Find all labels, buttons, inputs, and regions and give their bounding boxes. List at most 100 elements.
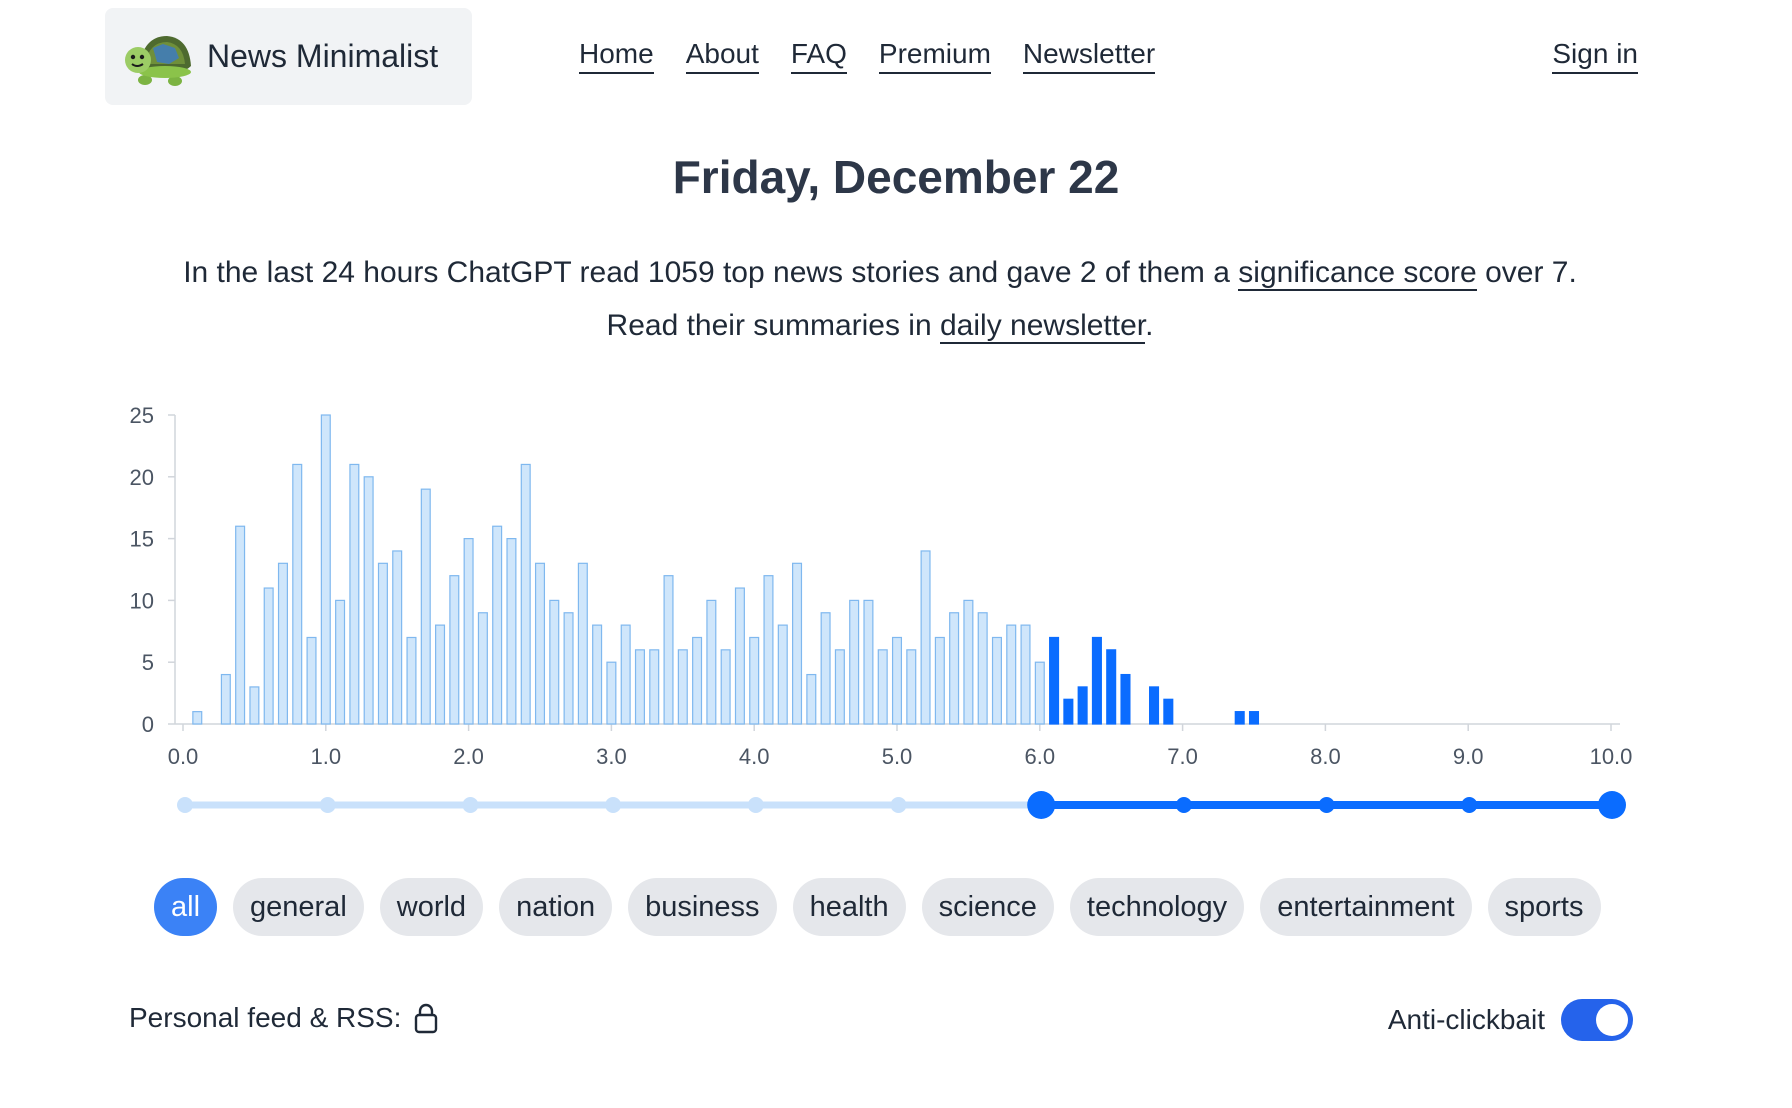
personal-feed: Personal feed & RSS: bbox=[129, 1002, 439, 1034]
anti-clickbait: Anti-clickbait bbox=[1388, 999, 1633, 1041]
histogram-bar bbox=[963, 599, 974, 725]
histogram-bar bbox=[734, 587, 745, 725]
histogram-bar bbox=[749, 636, 760, 725]
slider-step-dot bbox=[605, 797, 622, 813]
lock-icon[interactable] bbox=[413, 1002, 439, 1034]
nav-newsletter-link[interactable]: Newsletter bbox=[1022, 38, 1156, 75]
category-general[interactable]: general bbox=[233, 878, 364, 936]
histogram-bar bbox=[891, 636, 903, 725]
y-tick-label: 10 bbox=[130, 588, 154, 613]
histogram-bar-highlighted bbox=[1234, 711, 1245, 725]
histogram-bar bbox=[477, 612, 488, 725]
y-tick-label: 15 bbox=[130, 527, 154, 552]
slider-step-dot bbox=[890, 797, 907, 813]
histogram-bar bbox=[877, 649, 888, 725]
category-technology[interactable]: technology bbox=[1069, 878, 1245, 936]
y-tick-label: 0 bbox=[142, 712, 154, 737]
histogram-bar bbox=[777, 624, 788, 725]
summary-line-2: Read their summaries in daily newsletter… bbox=[60, 299, 1700, 352]
histogram-bar bbox=[249, 686, 260, 725]
x-tick-label: 7.0 bbox=[1167, 744, 1198, 769]
histogram-bar bbox=[634, 649, 645, 725]
significance-histogram: 0 5 10 15 20 25 0.0 1.0 2.0 3.0 4.0 5.0 6.0 7.0 8.0 9.0… bbox=[130, 403, 1633, 769]
histogram-bar bbox=[192, 711, 203, 725]
histogram-bar bbox=[720, 649, 731, 725]
summary-text: In the last 24 hours ChatGPT read 1059 t… bbox=[60, 246, 1700, 352]
sign-in-link[interactable]: Sign in bbox=[1552, 38, 1638, 75]
page-title: Friday, December 22 bbox=[672, 151, 1120, 203]
y-tick-label: 5 bbox=[142, 650, 154, 675]
histogram-bar bbox=[977, 612, 988, 725]
daily-newsletter-link[interactable]: daily newsletter bbox=[940, 309, 1146, 344]
histogram-bar bbox=[563, 612, 574, 725]
histogram-bar bbox=[549, 599, 560, 725]
histogram-bar bbox=[806, 673, 817, 725]
slider-step-dot bbox=[319, 797, 336, 813]
histogram-bar bbox=[534, 562, 546, 725]
category-science[interactable]: science bbox=[921, 878, 1054, 936]
histogram-bar-highlighted bbox=[1063, 698, 1074, 725]
histogram-bar bbox=[277, 562, 288, 725]
histogram-bar-highlighted bbox=[1049, 636, 1060, 725]
x-tick-label: 3.0 bbox=[596, 744, 627, 769]
histogram-bar bbox=[792, 562, 803, 725]
histogram-bar bbox=[463, 538, 474, 725]
slider-handle-max[interactable] bbox=[1598, 791, 1626, 819]
nav-faq-link[interactable]: FAQ bbox=[790, 38, 847, 75]
histogram-bar bbox=[320, 414, 331, 725]
histogram-bar bbox=[677, 649, 688, 725]
category-filter: all general world nation business health scien… bbox=[154, 878, 1601, 936]
summary-line-1-suffix: over 7. bbox=[1476, 256, 1577, 289]
slider-handle-min[interactable] bbox=[1027, 791, 1056, 819]
histogram-bar bbox=[1006, 624, 1017, 725]
histogram-bar bbox=[577, 562, 588, 725]
histogram-bar bbox=[420, 488, 431, 725]
category-all[interactable]: all bbox=[154, 878, 218, 936]
turtle-icon bbox=[125, 35, 191, 86]
histogram-bar bbox=[520, 463, 531, 725]
histogram-bar bbox=[949, 612, 960, 725]
histogram-bar bbox=[1034, 661, 1045, 725]
histogram-bar bbox=[435, 624, 446, 725]
histogram-bar bbox=[991, 636, 1002, 725]
x-tick-label: 1.0 bbox=[311, 744, 342, 769]
category-sports[interactable]: sports bbox=[1487, 878, 1601, 936]
histogram-bar bbox=[449, 575, 460, 725]
toggle-knob bbox=[1596, 1004, 1628, 1036]
x-tick-label: 5.0 bbox=[882, 744, 913, 769]
slider-step-dot bbox=[1461, 797, 1478, 813]
histogram-bar bbox=[292, 463, 303, 725]
anti-clickbait-toggle[interactable] bbox=[1561, 999, 1633, 1041]
category-business[interactable]: business bbox=[628, 878, 777, 936]
x-tick-label: 10.0 bbox=[1590, 744, 1633, 769]
histogram-bar bbox=[934, 636, 945, 725]
x-tick-label: 0.0 bbox=[168, 744, 199, 769]
histogram-bar-highlighted bbox=[1163, 698, 1174, 725]
histogram-bar bbox=[663, 575, 674, 725]
brand-logo-link[interactable]: News Minimalist bbox=[105, 8, 472, 105]
histogram-bar bbox=[406, 636, 417, 725]
histogram-bar bbox=[606, 661, 617, 725]
histogram-bar bbox=[235, 525, 246, 725]
histogram-bar bbox=[920, 550, 931, 725]
nav-about-link[interactable]: About bbox=[685, 38, 759, 75]
histogram-bar bbox=[1020, 624, 1031, 725]
category-world[interactable]: world bbox=[379, 878, 484, 936]
category-entertainment[interactable]: entertainment bbox=[1260, 878, 1472, 936]
histogram-bar bbox=[349, 463, 360, 725]
significance-score-link[interactable]: significance score bbox=[1238, 256, 1477, 291]
slider-step-dot bbox=[177, 797, 193, 813]
histogram-bar bbox=[363, 476, 374, 725]
main-nav: Home About FAQ Premium Newsletter bbox=[579, 38, 1156, 75]
histogram-bar bbox=[220, 673, 231, 725]
histogram-bar bbox=[506, 538, 517, 725]
category-nation[interactable]: nation bbox=[499, 878, 613, 936]
slider-step-dot bbox=[1318, 797, 1335, 813]
score-range-slider[interactable] bbox=[0, 780, 1792, 830]
nav-home-link[interactable]: Home bbox=[579, 38, 654, 75]
nav-premium-link[interactable]: Premium bbox=[878, 38, 991, 75]
histogram-bar-highlighted bbox=[1248, 711, 1260, 725]
histogram-bar bbox=[820, 612, 831, 725]
category-health[interactable]: health bbox=[792, 878, 906, 936]
summary-line-2-text: Read their summaries in bbox=[606, 309, 940, 342]
